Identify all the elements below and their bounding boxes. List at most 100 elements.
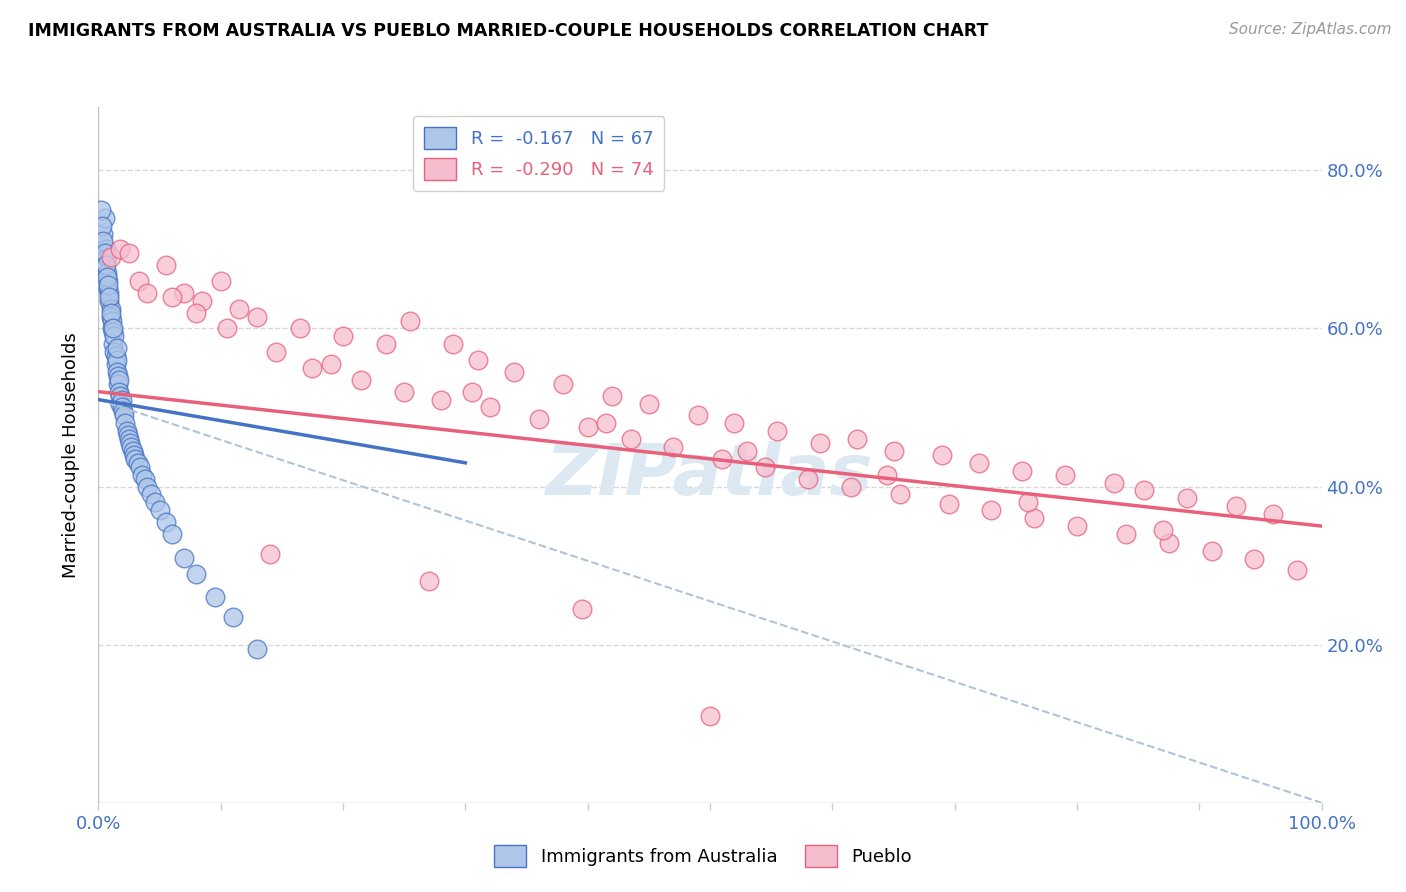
Point <box>110 243 132 257</box>
Point <box>108 373 131 387</box>
Point <box>460 384 482 399</box>
Point <box>418 574 440 589</box>
Point <box>94 258 117 272</box>
Point <box>136 479 159 493</box>
Point <box>638 396 661 410</box>
Point <box>114 417 136 431</box>
Point <box>430 392 453 407</box>
Point <box>160 290 183 304</box>
Point <box>101 326 124 340</box>
Point <box>723 417 745 431</box>
Point <box>129 459 152 474</box>
Point <box>215 321 238 335</box>
Point <box>136 285 159 300</box>
Point <box>98 290 121 304</box>
Point <box>111 404 134 418</box>
Point <box>839 479 862 493</box>
Point <box>101 313 124 327</box>
Point <box>101 321 124 335</box>
Point <box>527 412 550 426</box>
Point <box>246 641 269 656</box>
Point <box>259 547 281 561</box>
Point <box>1011 464 1033 478</box>
Point <box>97 282 120 296</box>
Point <box>122 448 145 462</box>
Point <box>845 432 868 446</box>
Point <box>186 566 208 581</box>
Point <box>110 389 132 403</box>
Point <box>117 428 139 442</box>
Point <box>766 424 789 438</box>
Point <box>797 472 820 486</box>
Point <box>503 365 526 379</box>
Point <box>131 467 153 482</box>
Point <box>97 274 120 288</box>
Point <box>173 550 195 565</box>
Text: IMMIGRANTS FROM AUSTRALIA VS PUEBLO MARRIED-COUPLE HOUSEHOLDS CORRELATION CHART: IMMIGRANTS FROM AUSTRALIA VS PUEBLO MARR… <box>28 22 988 40</box>
Point <box>246 310 269 324</box>
Point <box>107 376 129 391</box>
Point <box>1102 475 1125 490</box>
Point <box>96 266 118 280</box>
Point <box>1225 500 1247 514</box>
Point <box>111 401 134 415</box>
Point <box>441 337 464 351</box>
Point <box>209 274 232 288</box>
Point <box>124 451 146 466</box>
Point <box>967 456 990 470</box>
Point <box>553 376 575 391</box>
Point <box>101 337 124 351</box>
Point <box>1261 507 1284 521</box>
Point <box>112 409 135 423</box>
Point <box>104 349 127 363</box>
Point <box>94 243 117 257</box>
Point <box>160 527 183 541</box>
Point <box>115 424 138 438</box>
Point <box>619 432 641 446</box>
Point <box>173 285 195 300</box>
Point <box>332 329 354 343</box>
Point <box>98 293 121 308</box>
Y-axis label: Married-couple Households: Married-couple Households <box>62 332 80 578</box>
Point <box>228 301 250 316</box>
Point <box>100 301 122 316</box>
Point <box>399 313 422 327</box>
Point <box>711 451 734 466</box>
Point <box>91 219 114 233</box>
Point <box>1053 467 1076 482</box>
Point <box>105 341 128 355</box>
Point <box>374 337 396 351</box>
Point <box>108 384 131 399</box>
Point <box>155 515 177 529</box>
Point <box>96 270 118 285</box>
Point <box>392 384 416 399</box>
Point <box>478 401 501 415</box>
Point <box>91 254 114 268</box>
Point <box>1024 511 1046 525</box>
Point <box>100 305 122 319</box>
Point <box>101 321 124 335</box>
Point <box>1286 563 1309 577</box>
Point <box>1133 483 1156 498</box>
Point <box>118 246 141 260</box>
Point <box>143 495 166 509</box>
Point <box>1017 495 1039 509</box>
Point <box>350 373 373 387</box>
Point <box>155 258 177 272</box>
Point <box>98 285 121 300</box>
Point <box>118 432 141 446</box>
Point <box>1175 491 1198 506</box>
Point <box>204 591 226 605</box>
Point <box>883 444 905 458</box>
Text: Source: ZipAtlas.com: Source: ZipAtlas.com <box>1229 22 1392 37</box>
Point <box>191 293 214 308</box>
Point <box>264 345 287 359</box>
Point <box>290 321 312 335</box>
Point <box>876 467 898 482</box>
Point <box>1243 552 1265 566</box>
Point <box>600 389 623 403</box>
Point <box>301 360 323 375</box>
Point <box>735 444 758 458</box>
Point <box>111 392 134 407</box>
Point <box>139 487 162 501</box>
